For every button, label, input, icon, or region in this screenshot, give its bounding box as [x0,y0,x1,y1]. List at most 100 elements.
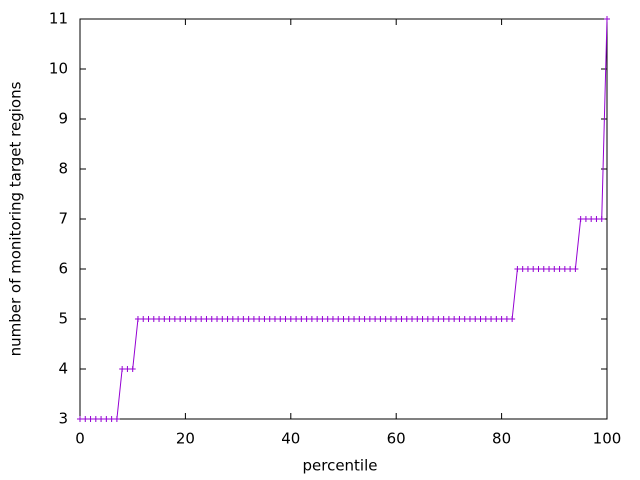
data-point [182,316,189,322]
data-point [398,316,405,322]
data-point [256,316,263,322]
data-point [540,266,547,272]
data-point [329,316,336,322]
data-point [488,316,495,322]
data-point [119,366,126,372]
y-tick-label: 6 [58,260,68,278]
data-point [145,316,152,322]
data-point [277,316,284,322]
y-tick-label: 5 [58,310,68,328]
data-point [461,316,468,322]
data-point [98,416,105,422]
data-point [271,316,278,322]
x-tick-label: 60 [387,430,406,448]
data-point [293,316,300,322]
data-point [466,316,473,322]
data-point [303,316,310,322]
data-point [556,266,563,272]
data-point [261,316,268,322]
data-point [156,316,163,322]
data-point [150,316,157,322]
data-point [593,216,600,222]
data-point [192,316,199,322]
data-point [445,316,452,322]
data-point [171,316,178,322]
data-point [129,366,136,372]
y-tick-label: 7 [58,210,68,228]
data-point [498,316,505,322]
data-point [387,316,394,322]
data-point [324,316,331,322]
data-point [245,316,252,322]
data-point [414,316,421,322]
data-point [87,416,94,422]
data-point [161,316,168,322]
data-point [382,316,389,322]
data-point [266,316,273,322]
data-point [187,316,194,322]
x-tick-label: 100 [593,430,622,448]
data-point [403,316,410,322]
data-point [514,266,521,272]
data-point [546,266,553,272]
data-point [92,416,99,422]
data-point [250,316,257,322]
x-tick-label: 0 [75,430,85,448]
plot-border [79,18,608,420]
data-point [440,316,447,322]
data-point [77,416,83,422]
data-point [208,316,215,322]
data-point [604,16,610,22]
y-axis-label: number of monitoring target regions [7,81,25,356]
data-point [214,316,221,322]
data-point [177,316,184,322]
data-point [419,316,426,322]
data-point [335,316,342,322]
data-point [524,266,531,272]
data-point [124,366,131,372]
data-point [366,316,373,322]
data-point [472,316,479,322]
data-point [456,316,463,322]
data-point [235,316,242,322]
data-point [509,316,516,322]
data-point [588,216,595,222]
data-point [361,316,368,322]
data-line [80,18,608,420]
x-axis-label: percentile [302,457,377,475]
data-point [377,316,384,322]
data-point [424,316,431,322]
data-point [482,316,489,322]
data-point [372,316,379,322]
data-point [503,316,510,322]
data-point [530,266,537,272]
data-point [287,316,294,322]
data-point [314,316,321,322]
data-point [519,266,526,272]
data-point [582,216,589,222]
data-point [203,316,210,322]
data-point [319,316,326,322]
data-point [103,416,110,422]
data-point [345,316,352,322]
data-point [82,416,89,422]
data-point [113,416,120,422]
x-tick-label: 40 [281,430,300,448]
y-tick-label: 9 [58,110,68,128]
data-point [551,266,558,272]
data-point [140,316,147,322]
y-tick-label: 11 [49,10,68,28]
data-point [229,316,236,322]
data-point [561,266,568,272]
data-point [351,316,358,322]
data-point [409,316,416,322]
data-point [166,316,173,322]
y-tick-label: 8 [58,160,68,178]
x-tick-label: 80 [492,430,511,448]
data-point [393,316,400,322]
data-point [477,316,484,322]
data-point [108,416,115,422]
data-point [567,266,574,272]
